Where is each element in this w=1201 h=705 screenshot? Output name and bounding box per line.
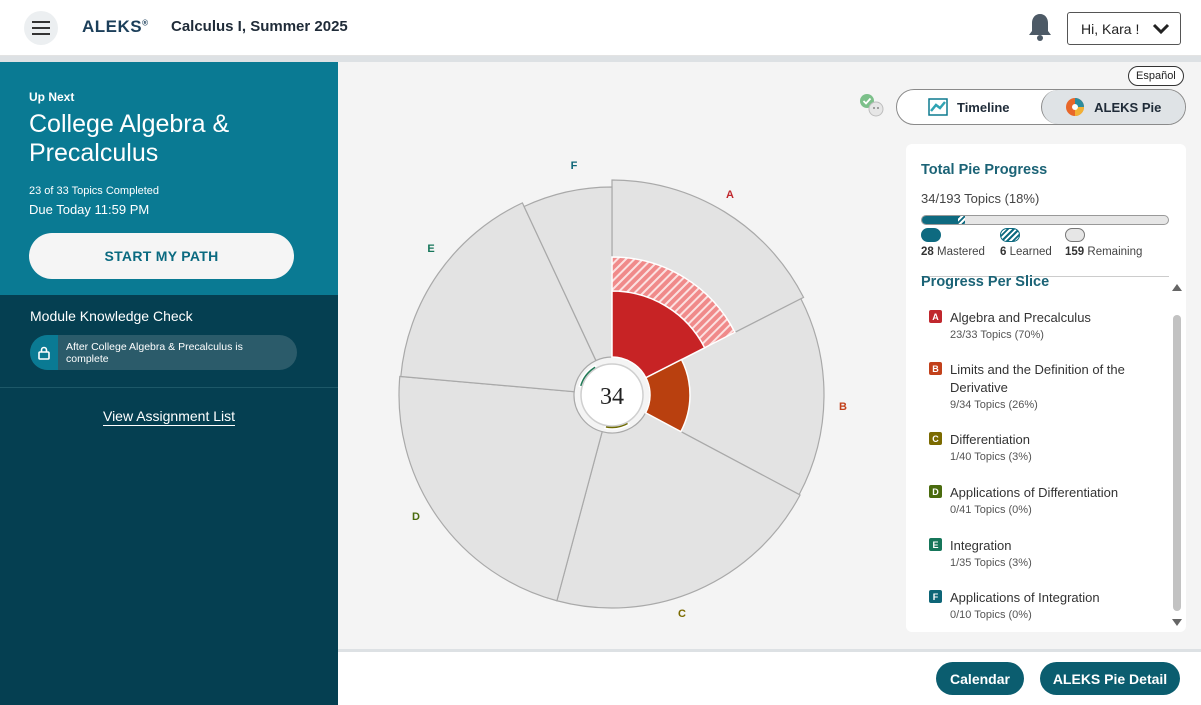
accessibility-check-icon[interactable] xyxy=(858,92,888,122)
slice-progress-item[interactable]: B Limits and the Definition of the Deriva… xyxy=(929,361,1159,411)
pie-slice-label-f: F xyxy=(571,160,578,172)
up-next-panel: Up Next College Algebra & Precalculus 23… xyxy=(0,62,338,295)
view-assignment-list-link[interactable]: View Assignment List xyxy=(102,408,236,426)
legend-learned: 6 Learned xyxy=(1000,228,1052,258)
module-check-panel: Module Knowledge Check After College Alg… xyxy=(0,295,338,705)
main-area: A B C D E F 34 Español Timeline ALEKS Pie Tot… xyxy=(338,62,1201,649)
progress-per-slice-title: Progress Per Slice xyxy=(921,274,1050,290)
slice-name: Algebra and Precalculus xyxy=(950,310,1091,325)
slice-name: Applications of Differentiation xyxy=(950,485,1119,500)
mastered-swatch xyxy=(921,228,941,242)
slice-letter-badge: B xyxy=(929,362,942,375)
up-next-label: Up Next xyxy=(29,90,75,104)
legend-mastered: 28 6Mastered xyxy=(921,228,985,258)
bottom-action-bar: Calendar ALEKS Pie Detail xyxy=(338,649,1201,705)
pie-slice-label-a: A xyxy=(726,189,734,201)
pie-progress-card: Total Pie Progress 34/193 Topics (18%) 2… xyxy=(906,144,1186,632)
scroll-down-arrow[interactable] xyxy=(1172,619,1182,626)
scroll-up-arrow[interactable] xyxy=(1172,284,1182,291)
slice-letter-badge: C xyxy=(929,432,942,445)
module-check-lock-message: After College Algebra & Precalculus is c… xyxy=(66,340,243,365)
total-progress-bar xyxy=(921,215,1169,225)
slice-topics-count: 1/35 Topics (3%) xyxy=(950,557,1032,569)
calendar-button[interactable]: Calendar xyxy=(936,662,1024,695)
tab-timeline-label: Timeline xyxy=(956,99,1010,115)
due-date: Due Today 11:59 PM xyxy=(29,202,150,217)
pie-slice-e[interactable] xyxy=(400,202,597,393)
remaining-swatch xyxy=(1065,228,1085,242)
course-title: Calculus I, Summer 2025 xyxy=(171,18,348,35)
learned-swatch xyxy=(1000,228,1020,242)
aleks-logo[interactable]: ALEKS® xyxy=(82,17,149,36)
user-greeting: Hi, Kara ! xyxy=(1081,20,1140,37)
top-header: ALEKS® Calculus I, Summer 2025 Hi, Kara … xyxy=(0,0,1201,56)
scroll-thumb[interactable] xyxy=(1173,315,1181,611)
slice-topics-count: 9/34 Topics (26%) xyxy=(950,399,1038,411)
slice-topics-count: 23/33 Topics (70%) xyxy=(950,329,1044,341)
slice-letter-badge: E xyxy=(929,538,942,551)
pie-slice-d[interactable] xyxy=(398,375,603,602)
pie-slice-labels: A B C D E F xyxy=(412,160,847,620)
tab-aleks-pie[interactable]: ALEKS Pie xyxy=(1040,90,1185,124)
header-divider xyxy=(0,56,1201,62)
progress-mastered-fill xyxy=(922,216,958,224)
pie-slice-f[interactable] xyxy=(523,186,613,362)
pie-slices xyxy=(398,179,825,609)
slice-progress-item[interactable]: E Integration 1/35 Topics (3%) xyxy=(929,537,1159,569)
tab-timeline[interactable]: Timeline xyxy=(897,90,1041,124)
start-my-path-button[interactable]: START MY PATH xyxy=(29,233,294,279)
progress-learned-fill xyxy=(957,216,966,224)
total-progress-title: Total Pie Progress xyxy=(921,162,1048,178)
pie-slice-label-c: C xyxy=(678,608,686,620)
slice-name: Differentiation xyxy=(950,432,1030,447)
menu-icon-bar xyxy=(32,21,50,23)
tab-aleks-pie-label: ALEKS Pie xyxy=(1094,99,1162,115)
slice-progress-item[interactable]: A Algebra and Precalculus 23/33 Topics (70… xyxy=(929,309,1159,341)
total-progress-summary: 34/193 Topics (18%) xyxy=(921,191,1040,206)
module-check-status: After College Algebra & Precalculus is c… xyxy=(30,335,297,370)
divider xyxy=(921,276,1169,277)
pie-slice-label-b: B xyxy=(839,401,847,413)
slice-topics-count: 1/40 Topics (3%) xyxy=(950,451,1032,463)
pie-slice-b-mastered[interactable] xyxy=(644,358,691,433)
slice-name: Integration xyxy=(950,538,1012,553)
pie-slice-label-d: D xyxy=(412,511,420,523)
aleks-pie-detail-button[interactable]: ALEKS Pie Detail xyxy=(1040,662,1180,695)
scrollbar[interactable] xyxy=(1172,282,1182,627)
slice-letter-badge: F xyxy=(929,590,942,603)
lock-icon xyxy=(30,335,58,370)
bell-icon[interactable] xyxy=(1027,12,1053,42)
menu-icon-bar xyxy=(32,33,50,35)
legend-remaining: 159 Remaining xyxy=(1065,228,1142,258)
divider xyxy=(0,387,338,388)
aleks-pie-chart: A B C D E F 34 xyxy=(398,160,847,620)
module-check-title: Module Knowledge Check xyxy=(30,308,193,324)
language-toggle-button[interactable]: Español xyxy=(1128,66,1184,86)
slice-topics-count: 0/41 Topics (0%) xyxy=(950,504,1032,516)
slice-progress-item[interactable]: F Applications of Integration 0/10 Topics … xyxy=(929,589,1159,621)
menu-icon-bar xyxy=(32,27,50,29)
view-assignment-list-link-wrap: View Assignment List xyxy=(0,408,338,426)
timeline-icon xyxy=(928,98,948,116)
pie-slice-a-mastered[interactable] xyxy=(611,290,706,379)
topics-completed: 23 of 33 Topics Completed xyxy=(29,185,160,197)
pie-icon xyxy=(1066,98,1085,116)
slice-name: Applications of Integration xyxy=(950,590,1100,605)
slice-topics-count: 0/10 Topics (0%) xyxy=(950,609,1032,621)
up-next-title: College Algebra & Precalculus xyxy=(29,110,230,167)
pie-center-value: 34 xyxy=(600,384,624,410)
slice-letter-badge: D xyxy=(929,485,942,498)
slice-name: Limits and the Definition of the Derivat… xyxy=(950,362,1125,395)
progress-legend: 28 6Mastered 6 Learned 159 Remaining xyxy=(921,228,1171,264)
pie-slice-label-e: E xyxy=(427,243,434,255)
pie-center xyxy=(580,363,644,427)
slice-progress-item[interactable]: D Applications of Differentiation 0/41 Top… xyxy=(929,484,1159,516)
pie-slice-c[interactable] xyxy=(556,412,801,609)
chevron-down-icon xyxy=(1152,23,1170,35)
user-menu-button[interactable]: Hi, Kara ! xyxy=(1067,12,1181,45)
menu-button[interactable] xyxy=(24,11,58,45)
slice-letter-badge: A xyxy=(929,310,942,323)
view-toggle: Timeline ALEKS Pie xyxy=(896,89,1186,125)
slice-progress-item[interactable]: C Differentiation 1/40 Topics (3%) xyxy=(929,431,1159,463)
